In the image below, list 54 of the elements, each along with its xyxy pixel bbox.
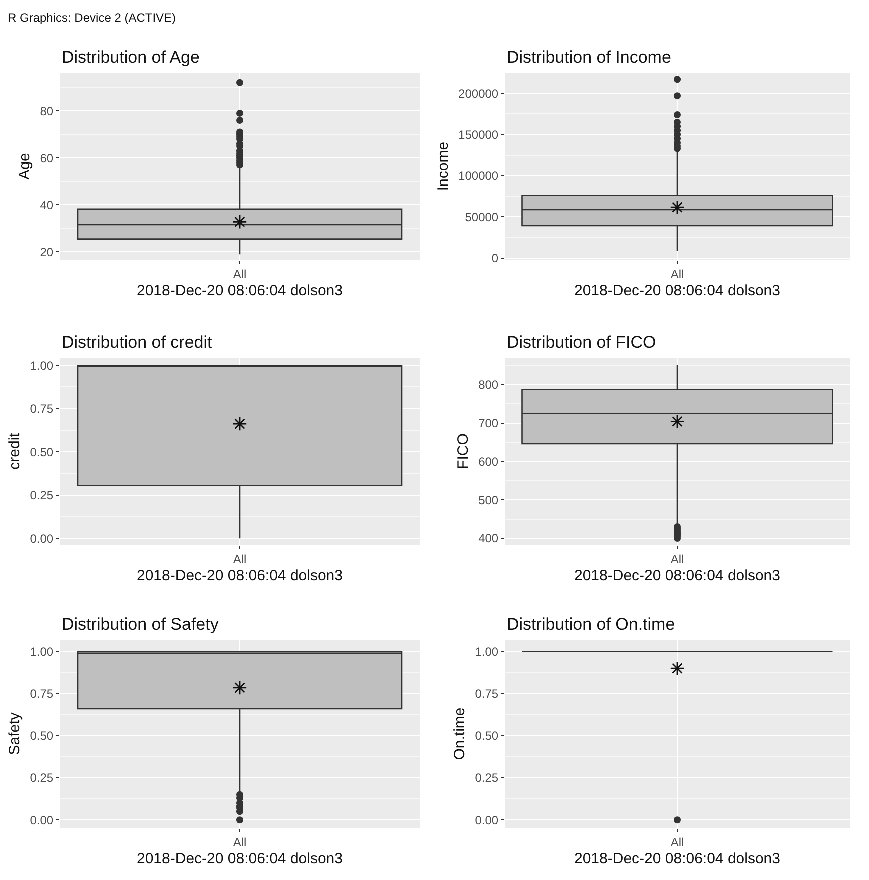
y-axis-title: FICO: [454, 434, 472, 470]
x-tick-label: All: [670, 267, 684, 282]
y-tick-label: 0.50: [30, 729, 54, 744]
y-tick-label: 80: [40, 104, 54, 118]
y-tick-label: 0.50: [30, 445, 54, 460]
y-axis-title: Safety: [6, 712, 24, 756]
y-tick-label: 20: [40, 245, 54, 260]
y-tick-label: 100000: [458, 169, 499, 184]
y-tick-label: 150000: [458, 128, 499, 142]
y-axis-title: credit: [6, 432, 24, 470]
y-tick-label: 0.00: [475, 813, 499, 828]
x-axis-title: 2018-Dec-20 08:06:04 dolson3: [137, 850, 343, 868]
y-axis-title: Age: [16, 153, 34, 180]
chart-title: Distribution of On.time: [507, 615, 676, 634]
chart-title: Distribution of Income: [507, 48, 672, 67]
y-tick-label: 0.00: [30, 813, 54, 828]
y-tick-label: 600: [478, 454, 499, 469]
x-tick-label: All: [670, 552, 684, 566]
y-tick-label: 800: [478, 378, 499, 392]
y-tick-label: 0.25: [30, 771, 54, 786]
y-tick-label: 0.75: [30, 402, 54, 416]
y-tick-label: 0.25: [475, 771, 499, 786]
x-axis-title: 2018-Dec-20 08:06:04 dolson3: [574, 850, 780, 868]
chart-title: Distribution of Safety: [62, 615, 220, 634]
chart-title: Distribution of FICO: [507, 333, 656, 352]
y-tick-label: 0.00: [30, 532, 54, 546]
x-tick-label: All: [670, 835, 684, 850]
x-tick-label: All: [233, 267, 247, 282]
y-tick-label: 500: [478, 493, 499, 508]
y-tick-label: 400: [478, 532, 499, 546]
y-tick-label: 1.00: [30, 358, 54, 373]
y-tick-label: 0.75: [30, 687, 54, 702]
y-axis-title: On.time: [451, 708, 468, 760]
y-tick-label: 50000: [465, 210, 499, 224]
x-axis-title: 2018-Dec-20 08:06:04 dolson3: [137, 282, 343, 300]
y-tick-label: 1.00: [30, 644, 54, 659]
y-tick-label: 1.00: [475, 644, 499, 659]
y-tick-label: 0.75: [475, 687, 499, 702]
x-tick-label: All: [233, 552, 247, 566]
x-axis-title: 2018-Dec-20 08:06:04 dolson3: [574, 567, 780, 584]
y-tick-label: 200000: [458, 86, 499, 101]
x-tick-label: All: [233, 835, 247, 850]
text: R Graphics: Device 2 (ACTIVE): [8, 11, 176, 25]
y-tick-label: 700: [478, 416, 499, 430]
y-tick-label: 40: [40, 198, 54, 212]
y-tick-label: 60: [40, 151, 54, 166]
y-tick-label: 0: [492, 252, 499, 266]
chart-title: Distribution of credit: [62, 333, 213, 352]
y-tick-label: 0.50: [475, 729, 499, 744]
y-tick-label: 0.25: [30, 488, 54, 503]
x-axis-title: 2018-Dec-20 08:06:04 dolson3: [574, 282, 780, 300]
y-axis-title: Income: [434, 142, 452, 192]
x-axis-title: 2018-Dec-20 08:06:04 dolson3: [137, 567, 343, 584]
chart-title: Distribution of Age: [62, 48, 200, 67]
